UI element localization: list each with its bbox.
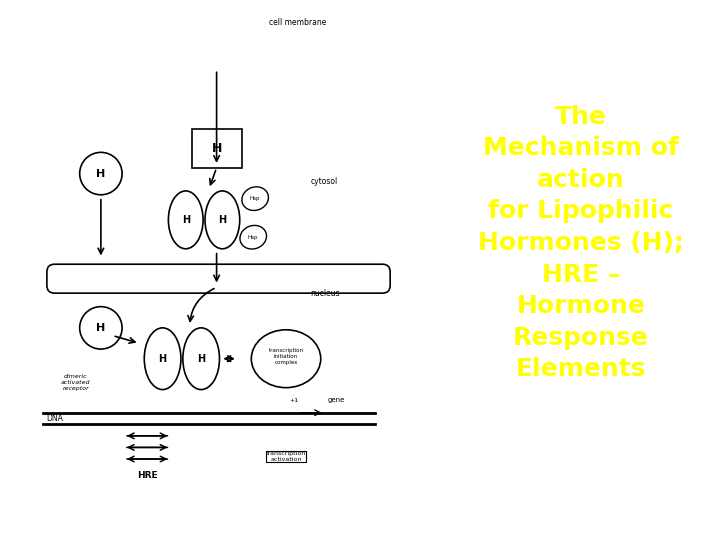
Text: H: H [96, 323, 106, 333]
Ellipse shape [251, 330, 320, 388]
Circle shape [80, 152, 122, 195]
FancyBboxPatch shape [192, 129, 242, 168]
Text: cell membrane: cell membrane [269, 18, 326, 27]
Text: H: H [197, 354, 205, 364]
Text: HRE: HRE [137, 470, 158, 480]
Text: H: H [181, 215, 190, 225]
Circle shape [80, 307, 122, 349]
Text: H: H [96, 168, 106, 179]
Text: transcription
activation: transcription activation [266, 451, 306, 462]
Text: +1: +1 [289, 398, 298, 403]
Text: Hsp: Hsp [250, 196, 261, 201]
Text: gene: gene [328, 397, 345, 403]
Ellipse shape [240, 225, 266, 249]
Ellipse shape [168, 191, 203, 249]
Text: H: H [158, 354, 166, 364]
Text: Hsp: Hsp [248, 235, 258, 240]
Text: H: H [218, 215, 227, 225]
Text: DNA: DNA [46, 414, 63, 423]
Text: The
Mechanism of
action
for Lipophilic
Hormones (H);
HRE –
Hormone
Response
Elem: The Mechanism of action for Lipophilic H… [478, 105, 684, 381]
Ellipse shape [144, 328, 181, 389]
Text: transcription
initiation
complex: transcription initiation complex [269, 348, 304, 365]
Ellipse shape [205, 191, 240, 249]
Ellipse shape [183, 328, 220, 389]
Text: nucleus: nucleus [310, 289, 339, 298]
Ellipse shape [242, 187, 269, 211]
Text: H: H [212, 142, 222, 155]
FancyBboxPatch shape [47, 264, 390, 293]
Text: cytosol: cytosol [311, 177, 338, 186]
Text: dimeric
activated
receptor: dimeric activated receptor [61, 374, 91, 391]
